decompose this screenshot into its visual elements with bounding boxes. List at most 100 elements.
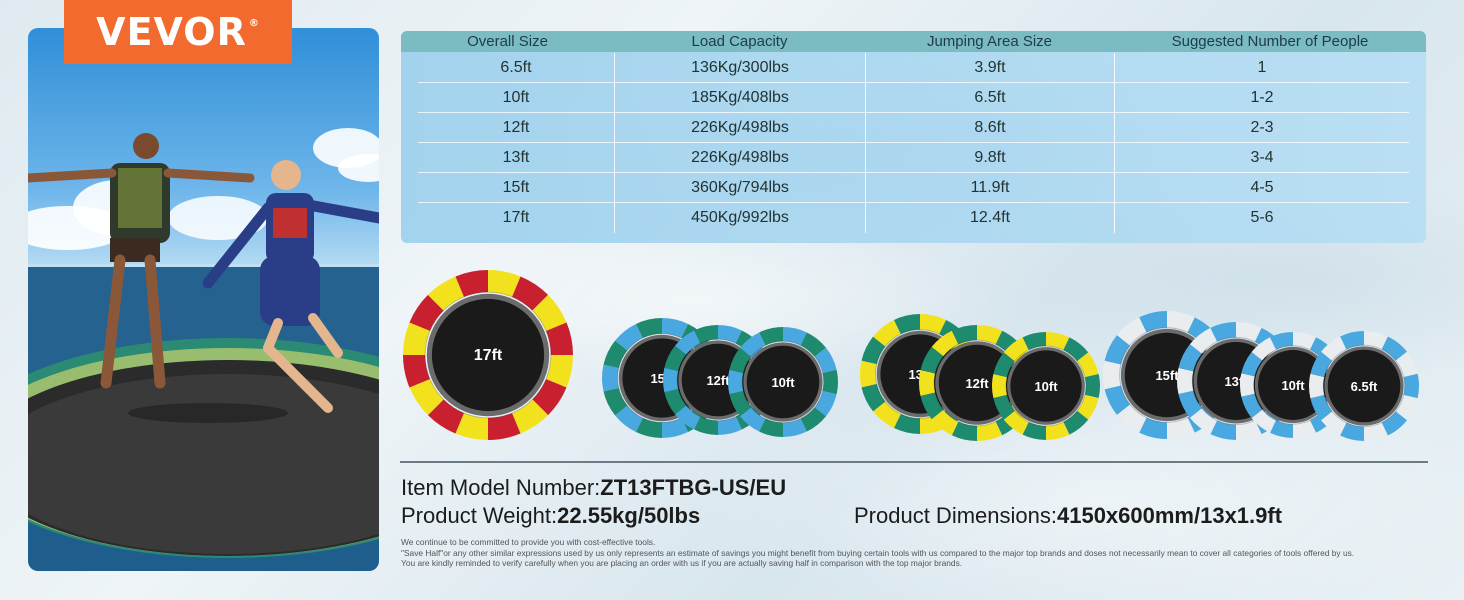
tube-segment [1139, 311, 1167, 333]
tube-segment [1293, 420, 1316, 438]
tube-segment [1364, 422, 1388, 441]
model-label: Item Model Number: [401, 475, 601, 500]
tube-segment [1251, 409, 1276, 433]
tube-segment [992, 373, 1008, 399]
logo-text: VEVOR [96, 10, 247, 54]
tube-segment [1241, 393, 1263, 419]
tube-segment [1310, 351, 1333, 377]
tube-segment [1022, 332, 1046, 350]
cell-size: 10ft [418, 83, 614, 113]
cell-people: 5-6 [1114, 203, 1409, 233]
tube-segment [488, 270, 521, 297]
table-row: 6.5ft 136Kg/300lbs 3.9ft 1 [401, 53, 1426, 83]
cell-area: 12.4ft [865, 203, 1114, 233]
tube-segment [1077, 394, 1099, 420]
lifestyle-photo [28, 28, 379, 571]
cell-area: 8.6ft [865, 113, 1114, 143]
tube-segment [674, 330, 701, 355]
header-load-capacity: Load Capacity [691, 33, 788, 50]
cell-load: 360Kg/794lbs [614, 173, 865, 203]
tube-segment [512, 399, 549, 434]
table-row: 13ft 226Kg/498lbs 9.8ft 3-4 [401, 143, 1426, 173]
tube-segment [674, 405, 701, 430]
tube-segment [532, 294, 567, 331]
tube-segment [1003, 337, 1029, 362]
tube-segment [783, 418, 807, 437]
tube-segment [427, 399, 464, 434]
model-number: Item Model Number:ZT13FTBG-US/EU [401, 475, 786, 501]
weight-value: 22.55kg/50lbs [557, 503, 701, 528]
tube-segment [1236, 420, 1262, 440]
jump-mat [1327, 349, 1401, 423]
tube-segment [893, 314, 920, 334]
tube-segment [814, 391, 837, 417]
tube-segment [1167, 417, 1195, 439]
tube-segment [861, 383, 886, 412]
tube-segment [718, 325, 742, 344]
tube-segment [1116, 317, 1147, 346]
tube-segment [1364, 331, 1388, 350]
cell-people: 1 [1114, 53, 1409, 83]
tube-segment [602, 364, 619, 392]
jump-mat [746, 345, 820, 419]
table-row: 15ft 360Kg/794lbs 11.9ft 4-5 [401, 173, 1426, 203]
tube-segment [931, 330, 959, 357]
product-dimensions: Product Dimensions:4150x600mm/13x1.9ft [854, 503, 1282, 529]
tube-segment [759, 327, 783, 346]
tube-segment [728, 369, 744, 395]
tube-segment [920, 392, 944, 420]
tube-segment [1046, 422, 1070, 440]
tube-segment [1340, 331, 1364, 350]
cell-size: 13ft [418, 143, 614, 173]
header-jumping-area: Jumping Area Size [926, 33, 1053, 50]
tube-segment [1251, 337, 1276, 361]
disclaimer-line: "Save Half"or any other similar expressi… [401, 547, 1355, 558]
tube-segment [603, 387, 628, 416]
tube-segment [993, 394, 1015, 420]
tube-segment [822, 369, 838, 395]
tube-segment [739, 407, 766, 432]
tube-segment [403, 322, 430, 355]
tube-segment [873, 319, 901, 347]
tube-segment [1104, 385, 1130, 415]
tube-segment [615, 323, 643, 351]
tube-segment [1210, 420, 1236, 440]
disclaimer-line: We continue to be committed to provide y… [401, 537, 656, 547]
tube-segment [1236, 322, 1262, 342]
cell-people: 3-4 [1114, 143, 1409, 173]
tube-segment [919, 370, 936, 396]
tube-segment [1381, 411, 1408, 436]
tube-segment [1178, 344, 1202, 372]
tube-segment [920, 314, 947, 334]
size-label: 10ft [1034, 379, 1058, 394]
tube-segment [1270, 420, 1293, 438]
cell-size: 6.5ft [418, 53, 614, 83]
size-label: 15ft [1155, 368, 1179, 383]
tube-segment [1340, 422, 1364, 441]
tube-segment [1103, 360, 1121, 390]
header-overall-size: Overall Size [467, 33, 548, 50]
tube-segment [814, 347, 837, 373]
cell-load: 450Kg/992lbs [614, 203, 865, 233]
cell-size: 15ft [418, 173, 614, 203]
tube-segment [1104, 335, 1130, 365]
trademark-symbol: ® [248, 17, 260, 29]
vevor-logo: VEVOR ® [64, 0, 292, 64]
trampoline-red-yellow-17ft: 17ft [403, 270, 573, 440]
tube-segment [1403, 373, 1419, 399]
trampoline-blue-white-6.5ft: 6.5ft [1309, 331, 1419, 441]
tube-segment [603, 340, 628, 369]
dims-value: 4150x600mm/13x1.9ft [1056, 503, 1283, 528]
disclaimer-line: You are kindly reminded to verify carefu… [401, 558, 963, 568]
size-label: 6.5ft [1351, 379, 1378, 394]
dims-label: Product Dimensions: [854, 503, 1057, 528]
cell-area: 9.8ft [865, 143, 1114, 173]
tube-segment [488, 413, 521, 440]
size-label: 10ft [771, 375, 795, 390]
tube-segment [1395, 395, 1418, 421]
tube-segment [662, 318, 689, 338]
jump-mat [1010, 350, 1082, 422]
tube-segment [993, 352, 1015, 378]
tube-segment [532, 379, 567, 416]
trampoline-green-blue-10ft: 10ft [728, 327, 838, 437]
